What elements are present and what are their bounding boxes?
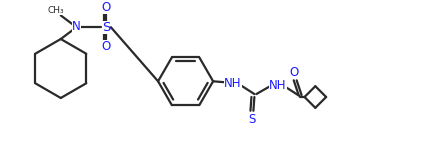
- Text: NH: NH: [223, 77, 241, 90]
- Text: O: O: [101, 1, 110, 14]
- Text: N: N: [72, 20, 81, 33]
- Text: S: S: [102, 21, 110, 34]
- Text: O: O: [289, 66, 298, 79]
- Text: CH₃: CH₃: [47, 6, 64, 15]
- Text: S: S: [248, 113, 255, 126]
- Text: O: O: [101, 40, 110, 53]
- Text: NH: NH: [268, 79, 286, 92]
